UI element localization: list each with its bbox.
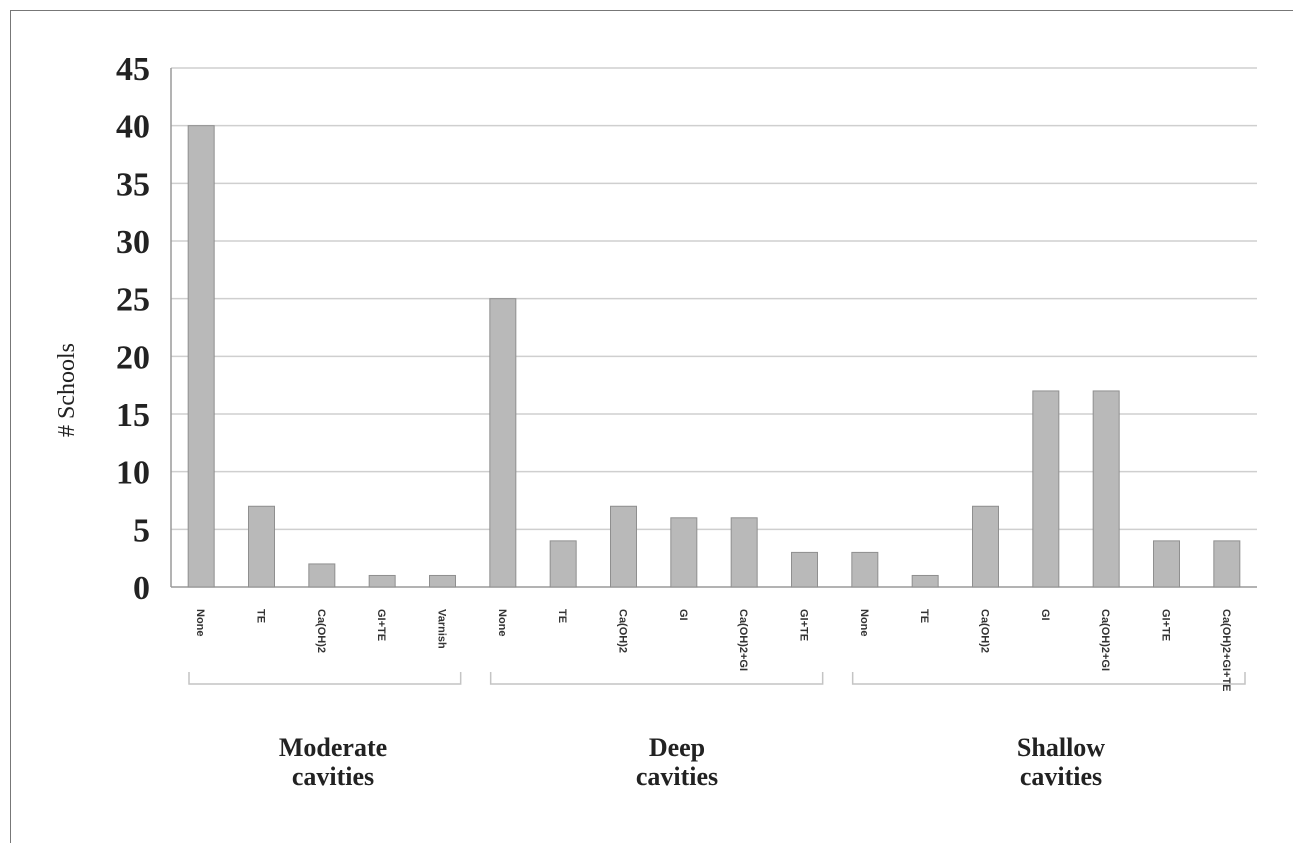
y-tick-label: 30 [116, 224, 150, 261]
x-tick-label: GI [677, 609, 689, 621]
x-tick-label: Ca(OH)2+GI [1099, 609, 1111, 671]
bar [248, 505, 275, 588]
bar [368, 574, 396, 588]
bar [911, 574, 939, 588]
bar [1032, 390, 1060, 588]
group-bracket [188, 672, 462, 685]
x-tick-label: GI [1039, 609, 1051, 621]
y-tick-label: 15 [116, 397, 150, 434]
y-tick-label: 10 [116, 455, 150, 492]
bar [1092, 390, 1120, 588]
bar [187, 125, 215, 588]
y-tick-label: 5 [133, 512, 150, 549]
group-label: Deep [649, 733, 705, 762]
bar [610, 505, 637, 588]
x-tick-label: GI+TE [798, 609, 810, 641]
x-tick-label: Ca(OH)2 [979, 609, 991, 653]
bar [1213, 540, 1241, 588]
bar [730, 517, 758, 588]
group-label: cavities [1020, 762, 1102, 791]
y-tick-label: 40 [116, 109, 150, 146]
y-tick-label: 45 [116, 51, 150, 88]
x-tick-label: None [496, 609, 508, 637]
bar [972, 505, 999, 588]
bar [429, 574, 456, 588]
bar [1153, 540, 1180, 588]
bar [791, 551, 818, 588]
bar [549, 540, 577, 588]
y-tick-label: 25 [116, 282, 150, 319]
y-tick-label: 20 [116, 339, 150, 376]
x-tick-label: Ca(OH)2 [315, 609, 327, 653]
bar [308, 563, 336, 588]
x-tick-label: Ca(OH)2+GI+TE [1220, 609, 1232, 692]
x-tick-label: GI+TE [1160, 609, 1172, 641]
bar [489, 298, 517, 588]
group-bracket [489, 672, 824, 685]
x-tick-label: Ca(OH)2+GI [737, 609, 749, 671]
y-tick-label: 35 [116, 166, 150, 203]
group-label: Moderate [279, 733, 387, 762]
x-tick-label: TE [918, 609, 930, 623]
x-tick-label: None [858, 609, 870, 637]
x-tick-label: Varnish [436, 609, 448, 649]
bar [851, 551, 879, 588]
x-tick-label: None [194, 609, 206, 637]
figure-frame [10, 10, 1293, 843]
x-tick-label: GI+TE [375, 609, 387, 641]
group-bracket [851, 672, 1246, 685]
y-axis-label: # Schools [54, 343, 80, 437]
group-label: cavities [636, 762, 718, 791]
y-tick-label: 0 [133, 570, 150, 607]
group-label: cavities [292, 762, 374, 791]
bar [670, 517, 698, 588]
x-tick-label: Ca(OH)2 [617, 609, 629, 653]
x-tick-label: TE [556, 609, 568, 623]
x-tick-label: TE [255, 609, 267, 623]
group-label: Shallow [1017, 733, 1105, 762]
